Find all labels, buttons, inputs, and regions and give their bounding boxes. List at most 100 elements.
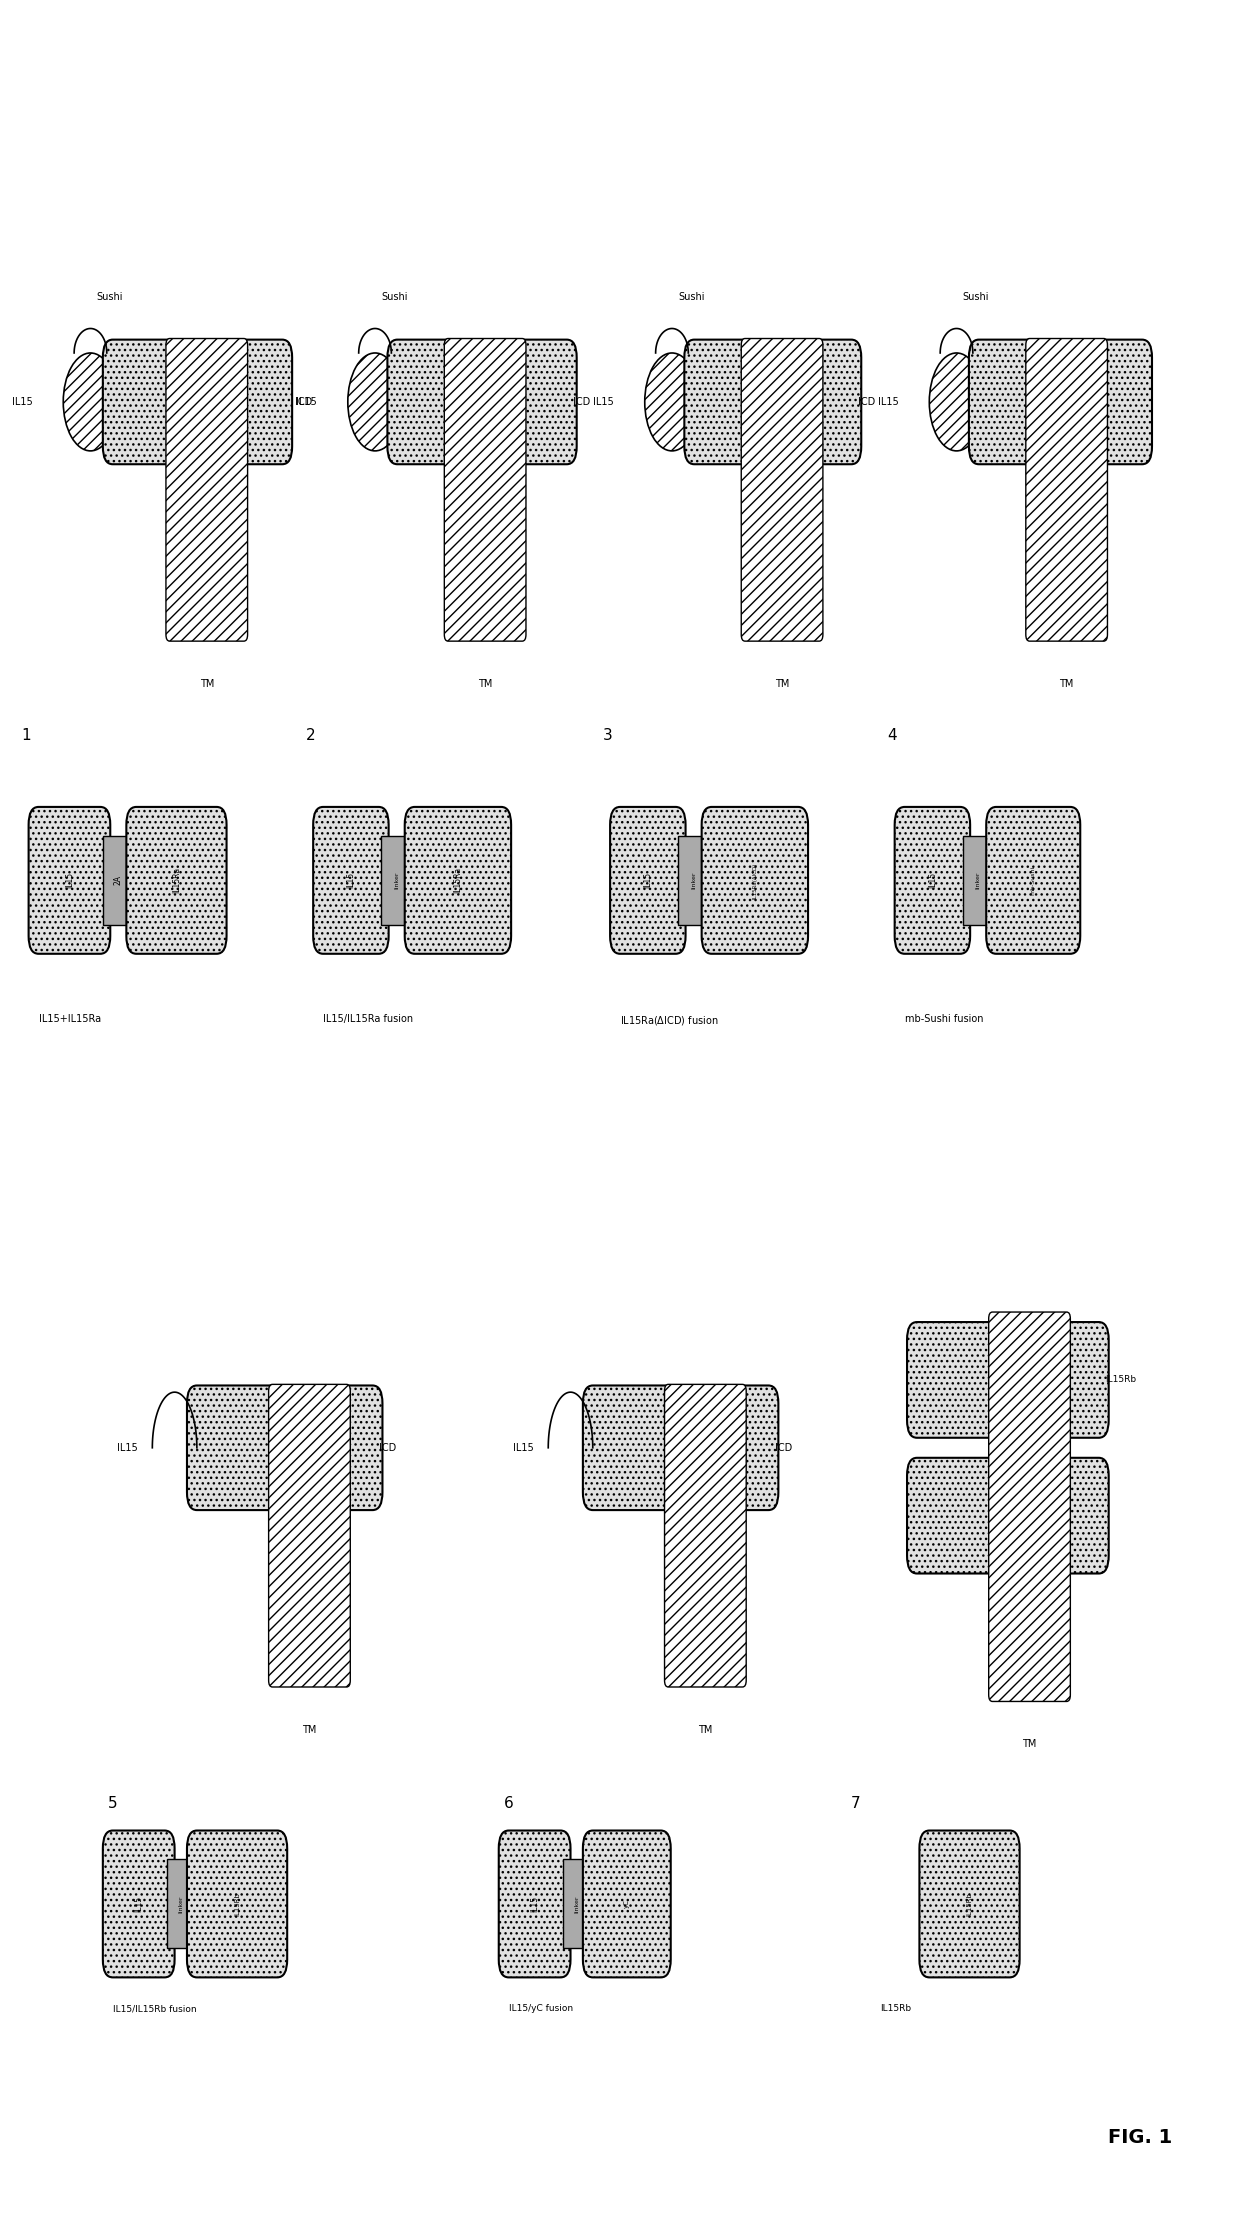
FancyBboxPatch shape <box>742 339 823 642</box>
FancyBboxPatch shape <box>780 339 862 463</box>
Text: TM: TM <box>200 680 215 688</box>
Text: ICD: ICD <box>775 1444 792 1453</box>
FancyBboxPatch shape <box>269 1384 350 1687</box>
FancyBboxPatch shape <box>906 1457 1032 1573</box>
Text: IL15: IL15 <box>878 397 898 408</box>
Bar <box>563 1860 590 1950</box>
Text: ICD: ICD <box>858 397 874 408</box>
Text: 3: 3 <box>603 729 613 744</box>
Circle shape <box>929 352 983 450</box>
Text: IL15: IL15 <box>531 1896 539 1912</box>
FancyBboxPatch shape <box>968 339 1069 463</box>
FancyBboxPatch shape <box>498 1831 570 1978</box>
Text: TM: TM <box>1022 1740 1037 1749</box>
FancyBboxPatch shape <box>482 339 577 463</box>
FancyBboxPatch shape <box>103 339 210 463</box>
FancyBboxPatch shape <box>387 339 487 463</box>
Text: TM: TM <box>477 680 492 688</box>
Text: Sushi: Sushi <box>97 292 123 301</box>
Bar <box>1059 356 1074 446</box>
Text: Sushi: Sushi <box>381 292 408 301</box>
FancyBboxPatch shape <box>308 1386 382 1511</box>
Bar <box>381 836 412 925</box>
Text: ICD: ICD <box>378 1444 396 1453</box>
Text: IL15/IL15Ra fusion: IL15/IL15Ra fusion <box>324 1014 413 1025</box>
FancyBboxPatch shape <box>1064 339 1152 463</box>
FancyBboxPatch shape <box>126 807 227 954</box>
Text: yC: yC <box>624 1900 630 1909</box>
Text: 7: 7 <box>851 1796 859 1811</box>
Text: ICD: ICD <box>573 397 590 408</box>
FancyBboxPatch shape <box>665 1384 746 1687</box>
FancyBboxPatch shape <box>1027 1457 1109 1573</box>
Text: IL15Rb: IL15Rb <box>234 1892 241 1916</box>
FancyBboxPatch shape <box>906 1321 1032 1437</box>
Text: IL15Rb: IL15Rb <box>1105 1375 1136 1384</box>
Bar <box>962 836 993 925</box>
Text: IL15: IL15 <box>11 397 32 408</box>
FancyBboxPatch shape <box>583 1386 708 1511</box>
Text: linker: linker <box>179 1896 184 1912</box>
Text: linker: linker <box>976 871 981 889</box>
FancyBboxPatch shape <box>610 807 686 954</box>
Text: mb-Sushi fusion: mb-Sushi fusion <box>904 1014 983 1025</box>
Text: mb-Sushi: mb-Sushi <box>1030 867 1035 896</box>
FancyBboxPatch shape <box>919 1831 1019 1978</box>
FancyBboxPatch shape <box>205 339 293 463</box>
Circle shape <box>347 352 402 450</box>
FancyBboxPatch shape <box>187 1386 312 1511</box>
Text: ICD: ICD <box>295 397 312 408</box>
Text: IL15/yC fusion: IL15/yC fusion <box>508 2005 573 2014</box>
FancyBboxPatch shape <box>103 1831 175 1978</box>
Text: 2A: 2A <box>114 876 123 885</box>
FancyBboxPatch shape <box>988 1312 1070 1702</box>
Bar <box>698 1404 713 1493</box>
Text: TM: TM <box>1059 680 1074 688</box>
Text: linker: linker <box>691 871 696 889</box>
Text: IL15: IL15 <box>512 1444 533 1453</box>
Text: IL15: IL15 <box>593 397 614 408</box>
Bar <box>477 356 492 446</box>
Text: TM: TM <box>303 1724 316 1736</box>
Text: 2: 2 <box>306 729 315 744</box>
Bar <box>200 356 215 446</box>
FancyBboxPatch shape <box>404 807 511 954</box>
Text: 4: 4 <box>888 729 897 744</box>
FancyBboxPatch shape <box>1027 1321 1109 1437</box>
FancyBboxPatch shape <box>684 339 785 463</box>
Text: IL15Ra($\Delta$ICD) fusion: IL15Ra($\Delta$ICD) fusion <box>620 1014 718 1027</box>
Text: IL15/IL15Rb fusion: IL15/IL15Rb fusion <box>113 2005 196 2014</box>
Text: IL15: IL15 <box>928 873 937 889</box>
Text: TM: TM <box>698 1724 713 1736</box>
Text: IL15: IL15 <box>134 1896 144 1912</box>
Text: 5: 5 <box>108 1796 118 1811</box>
Bar <box>303 1404 317 1493</box>
Text: Sushi: Sushi <box>962 292 990 301</box>
FancyBboxPatch shape <box>187 1831 288 1978</box>
FancyBboxPatch shape <box>986 807 1080 954</box>
Text: IL15: IL15 <box>346 873 356 889</box>
Bar <box>775 356 790 446</box>
Text: IL15Ra: IL15Ra <box>172 867 181 893</box>
Text: FIG. 1: FIG. 1 <box>1107 2128 1172 2148</box>
Text: TM: TM <box>775 680 790 688</box>
FancyBboxPatch shape <box>1025 339 1107 642</box>
FancyBboxPatch shape <box>444 339 526 642</box>
FancyBboxPatch shape <box>895 807 970 954</box>
Bar <box>678 836 709 925</box>
Text: IL15: IL15 <box>296 397 317 408</box>
Text: IL15Rb: IL15Rb <box>966 1892 972 1916</box>
Bar <box>167 1860 195 1950</box>
Bar <box>1022 1475 1037 1555</box>
Text: IL15+IL15Ra: IL15+IL15Ra <box>38 1014 100 1025</box>
Text: IL15: IL15 <box>644 873 652 889</box>
Bar <box>1022 1339 1037 1419</box>
FancyBboxPatch shape <box>166 339 248 642</box>
Text: IL15: IL15 <box>117 1444 138 1453</box>
FancyBboxPatch shape <box>314 807 388 954</box>
Text: IL15Rb: IL15Rb <box>880 2005 911 2014</box>
Text: IL15Ra(ΔICD): IL15Ra(ΔICD) <box>753 862 758 898</box>
Text: IL15: IL15 <box>64 873 74 889</box>
FancyBboxPatch shape <box>703 1386 779 1511</box>
Circle shape <box>63 352 118 450</box>
